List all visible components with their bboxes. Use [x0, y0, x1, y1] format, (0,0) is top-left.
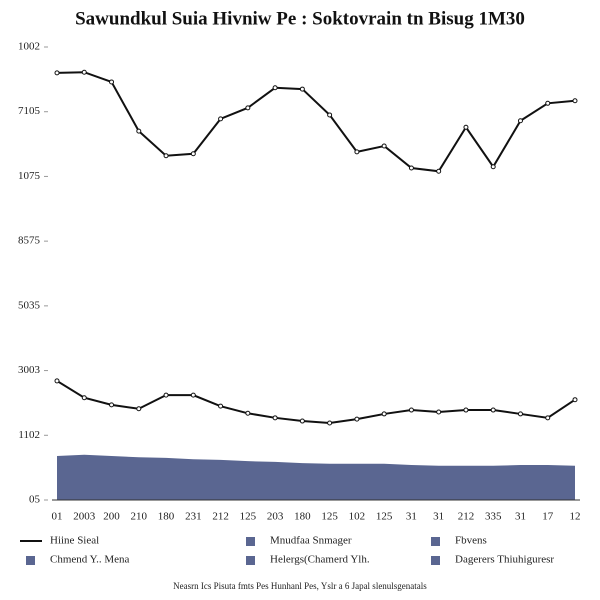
legend-marker — [431, 556, 440, 565]
point — [381, 411, 387, 417]
point — [245, 410, 251, 416]
point — [408, 407, 414, 413]
chart-title: Sawundkul Suia Hivniw Pe : Soktovrain tn… — [75, 8, 525, 29]
x-tick-label: 335 — [485, 511, 502, 523]
point — [163, 392, 169, 398]
y-tick-label: 1102 — [18, 429, 40, 441]
legend-label: Mnudfaa Snmager — [270, 535, 352, 547]
area — [57, 454, 575, 500]
point — [272, 415, 278, 421]
point — [463, 407, 469, 413]
point — [299, 418, 305, 424]
point — [54, 378, 60, 384]
x-tick-label: 01 — [52, 511, 63, 523]
point — [327, 420, 333, 426]
x-tick-label: 200 — [103, 511, 120, 523]
x-tick-label: 203 — [267, 511, 284, 523]
point — [572, 397, 578, 403]
legend-label: Chmend Y.. Mena — [50, 554, 130, 566]
point — [545, 415, 551, 421]
y-tick-label: 7105 — [18, 105, 41, 117]
y-tick-label: 3003 — [18, 364, 41, 376]
legend-marker — [26, 556, 35, 565]
x-tick-label: 102 — [349, 511, 366, 523]
point — [81, 69, 87, 75]
legend-marker — [431, 537, 440, 546]
x-tick-label: 212 — [212, 511, 229, 523]
point — [190, 392, 196, 398]
legend-label: Fbvens — [455, 535, 487, 547]
x-tick-label: 210 — [131, 511, 148, 523]
point — [81, 395, 87, 401]
point — [136, 128, 142, 134]
x-tick-label: 125 — [321, 511, 338, 523]
point — [545, 100, 551, 106]
x-tick-label: 31 — [433, 511, 444, 523]
point — [517, 118, 523, 124]
point — [436, 168, 442, 174]
legend-label: Hiine Sieal — [50, 535, 99, 547]
point — [109, 402, 115, 408]
x-tick-label: 31 — [515, 511, 526, 523]
x-tick-label: 180 — [294, 511, 311, 523]
point — [572, 98, 578, 104]
y-tick-label: 5035 — [18, 299, 41, 311]
point — [381, 143, 387, 149]
point — [54, 70, 60, 76]
x-tick-label: 125 — [240, 511, 257, 523]
x-tick-label: 180 — [158, 511, 175, 523]
point — [136, 406, 142, 412]
footnote: Neasrn Ics Pisuta fmts Pes Hunhanl Pes, … — [173, 581, 427, 591]
point — [490, 407, 496, 413]
x-tick-label: 231 — [185, 511, 202, 523]
x-tick-label: 12 — [570, 511, 581, 523]
point — [517, 411, 523, 417]
point — [436, 409, 442, 415]
line — [56, 71, 576, 173]
legend-marker — [246, 556, 255, 565]
point — [272, 85, 278, 91]
y-tick-label: 1002 — [18, 41, 40, 53]
point — [163, 153, 169, 159]
x-tick-label: 212 — [458, 511, 475, 523]
y-tick-label: 8575 — [18, 235, 41, 247]
point — [245, 105, 251, 111]
x-tick-label: 125 — [376, 511, 393, 523]
point — [218, 116, 224, 122]
line — [56, 380, 576, 424]
point — [354, 416, 360, 422]
point — [354, 149, 360, 155]
point — [299, 86, 305, 92]
legend-marker — [246, 537, 255, 546]
point — [190, 151, 196, 157]
x-tick-label: 17 — [542, 511, 554, 523]
point — [490, 164, 496, 170]
point — [463, 124, 469, 130]
point — [327, 112, 333, 118]
x-tick-label: 2003 — [73, 511, 96, 523]
x-tick-label: 31 — [406, 511, 417, 523]
point — [408, 165, 414, 171]
legend-label: Dagerers Thiuhiguresr — [455, 554, 554, 566]
point — [218, 403, 224, 409]
y-tick-label: 1075 — [18, 170, 41, 182]
point — [109, 79, 115, 85]
y-tick-label: 05 — [29, 494, 41, 506]
legend-label: Helergs(Chamerd Ylh. — [270, 554, 370, 566]
